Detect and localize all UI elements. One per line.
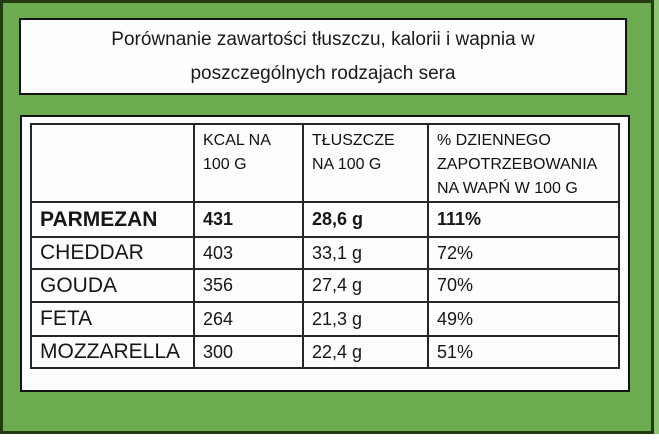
- kcal-value: 431: [193, 201, 304, 238]
- page-title-line1: Porównanie zawartości tłuszczu, kalorii …: [111, 28, 535, 50]
- right-edge-strip: [654, 0, 659, 434]
- fat-value: 22,4 g: [302, 335, 429, 369]
- table-row: PARMEZAN 431 28,6 g 111%: [30, 201, 620, 238]
- calcium-value: 49%: [427, 301, 620, 337]
- calcium-value: 70%: [427, 268, 620, 303]
- calcium-value: 51%: [427, 335, 620, 369]
- header-calcium: % DZIENNEGO ZAPOTRZEBOWANIA NA WAPŃ W 10…: [427, 123, 620, 203]
- cheese-name: MOZZARELLA: [30, 335, 195, 369]
- fat-value: 33,1 g: [302, 236, 429, 270]
- title-box: Porównanie zawartości tłuszczu, kalorii …: [19, 18, 627, 95]
- header-empty-cell: [30, 123, 195, 203]
- cheese-name: PARMEZAN: [30, 201, 195, 238]
- cheese-name: CHEDDAR: [30, 236, 195, 270]
- fat-value: 28,6 g: [302, 201, 429, 238]
- calcium-value: 72%: [427, 236, 620, 270]
- cheese-name: GOUDA: [30, 268, 195, 303]
- kcal-value: 403: [193, 236, 304, 270]
- table-header-row: KCAL NA 100 G TŁUSZCZE NA 100 G % DZIENN…: [30, 123, 620, 203]
- cheese-name: FETA: [30, 301, 195, 337]
- kcal-value: 356: [193, 268, 304, 303]
- table-row: GOUDA 356 27,4 g 70%: [30, 268, 620, 303]
- calcium-value: 111%: [427, 201, 620, 238]
- table-row: MOZZARELLA 300 22,4 g 51%: [30, 335, 620, 369]
- fat-value: 21,3 g: [302, 301, 429, 337]
- table-panel: KCAL NA 100 G TŁUSZCZE NA 100 G % DZIENN…: [20, 115, 630, 392]
- page-title-line2: poszczególnych rodzajach sera: [190, 62, 456, 84]
- kcal-value: 264: [193, 301, 304, 337]
- kcal-value: 300: [193, 335, 304, 369]
- table-row: FETA 264 21,3 g 49%: [30, 301, 620, 337]
- fat-value: 27,4 g: [302, 268, 429, 303]
- header-fat: TŁUSZCZE NA 100 G: [302, 123, 429, 203]
- header-kcal: KCAL NA 100 G: [193, 123, 304, 203]
- table-row: CHEDDAR 403 33,1 g 72%: [30, 236, 620, 270]
- cheese-comparison-table: KCAL NA 100 G TŁUSZCZE NA 100 G % DZIENN…: [30, 123, 620, 369]
